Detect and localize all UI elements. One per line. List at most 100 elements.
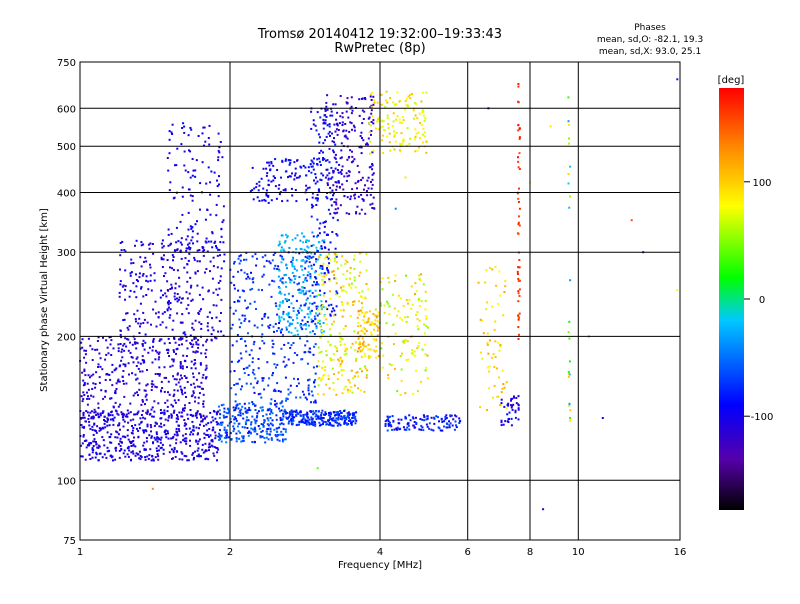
data-point bbox=[517, 124, 520, 127]
data-point bbox=[86, 444, 89, 447]
data-point bbox=[249, 409, 252, 412]
data-point bbox=[126, 415, 129, 418]
data-point bbox=[321, 265, 324, 268]
data-point bbox=[279, 433, 282, 436]
data-point bbox=[321, 278, 324, 281]
data-point bbox=[249, 432, 252, 435]
data-point bbox=[141, 274, 144, 277]
data-point bbox=[569, 419, 572, 422]
data-point bbox=[396, 428, 399, 431]
data-point bbox=[84, 353, 87, 356]
data-point bbox=[219, 413, 222, 416]
data-point bbox=[274, 251, 277, 254]
data-point bbox=[89, 458, 92, 460]
data-point bbox=[323, 369, 326, 372]
data-point bbox=[386, 429, 389, 432]
data-point bbox=[296, 159, 299, 162]
data-point bbox=[360, 193, 363, 196]
data-point bbox=[358, 252, 361, 255]
data-point bbox=[280, 347, 283, 350]
data-point bbox=[518, 168, 521, 170]
data-point bbox=[316, 193, 319, 196]
data-point bbox=[345, 110, 348, 113]
data-point bbox=[109, 441, 112, 444]
data-point bbox=[340, 337, 343, 340]
data-point bbox=[271, 346, 274, 349]
data-point bbox=[171, 364, 174, 367]
data-point bbox=[196, 270, 199, 273]
data-point bbox=[213, 454, 216, 457]
data-point bbox=[237, 289, 240, 292]
data-point bbox=[274, 177, 276, 179]
data-point bbox=[273, 352, 276, 355]
data-point bbox=[292, 419, 295, 422]
data-point bbox=[166, 157, 169, 159]
data-point bbox=[126, 434, 129, 437]
data-point bbox=[240, 440, 243, 443]
data-point bbox=[216, 459, 218, 462]
data-point bbox=[365, 374, 368, 377]
data-point bbox=[339, 365, 342, 367]
data-point bbox=[293, 416, 296, 419]
data-point bbox=[361, 306, 364, 309]
data-point bbox=[177, 399, 180, 402]
data-point bbox=[137, 435, 140, 438]
data-point bbox=[218, 151, 221, 154]
data-point bbox=[131, 356, 134, 359]
data-point bbox=[157, 311, 160, 314]
data-point bbox=[176, 347, 179, 350]
data-point bbox=[265, 430, 268, 433]
data-point bbox=[183, 375, 186, 377]
data-point bbox=[133, 313, 136, 316]
data-point bbox=[297, 378, 299, 381]
data-point bbox=[186, 347, 189, 350]
data-point bbox=[283, 293, 286, 296]
data-point bbox=[392, 343, 395, 346]
data-point bbox=[248, 277, 251, 280]
data-point bbox=[189, 247, 192, 249]
data-point bbox=[92, 373, 95, 376]
data-point bbox=[316, 305, 319, 308]
data-point bbox=[81, 416, 84, 419]
data-point bbox=[340, 142, 343, 145]
data-point bbox=[104, 395, 106, 398]
data-point bbox=[325, 350, 328, 352]
data-point bbox=[379, 302, 382, 305]
data-point bbox=[355, 419, 358, 422]
data-point bbox=[135, 279, 138, 281]
data-point bbox=[234, 408, 237, 411]
data-point bbox=[308, 261, 311, 264]
data-point bbox=[243, 290, 245, 293]
data-point bbox=[307, 166, 310, 169]
data-point bbox=[214, 240, 217, 243]
data-point bbox=[280, 277, 283, 280]
data-point bbox=[159, 323, 162, 326]
data-point bbox=[344, 350, 347, 353]
data-point bbox=[207, 435, 210, 438]
data-point bbox=[268, 260, 271, 263]
data-point bbox=[320, 414, 323, 417]
data-point bbox=[369, 323, 372, 326]
data-point bbox=[246, 366, 249, 369]
data-point bbox=[294, 174, 296, 177]
data-point bbox=[150, 323, 152, 326]
data-point bbox=[232, 406, 235, 409]
data-point bbox=[178, 276, 181, 279]
data-point bbox=[204, 450, 207, 453]
data-point bbox=[399, 150, 402, 153]
data-point bbox=[329, 313, 332, 316]
data-point bbox=[336, 234, 339, 237]
data-point bbox=[511, 408, 514, 411]
data-point bbox=[142, 444, 145, 447]
data-point bbox=[151, 415, 154, 418]
data-point bbox=[176, 312, 179, 315]
data-point bbox=[179, 220, 182, 223]
data-point bbox=[360, 349, 363, 352]
data-point bbox=[212, 304, 215, 307]
data-point bbox=[316, 180, 319, 183]
data-point bbox=[124, 288, 127, 291]
data-point bbox=[194, 362, 197, 365]
data-point bbox=[375, 345, 378, 348]
data-point bbox=[322, 421, 325, 423]
data-point bbox=[317, 360, 320, 363]
